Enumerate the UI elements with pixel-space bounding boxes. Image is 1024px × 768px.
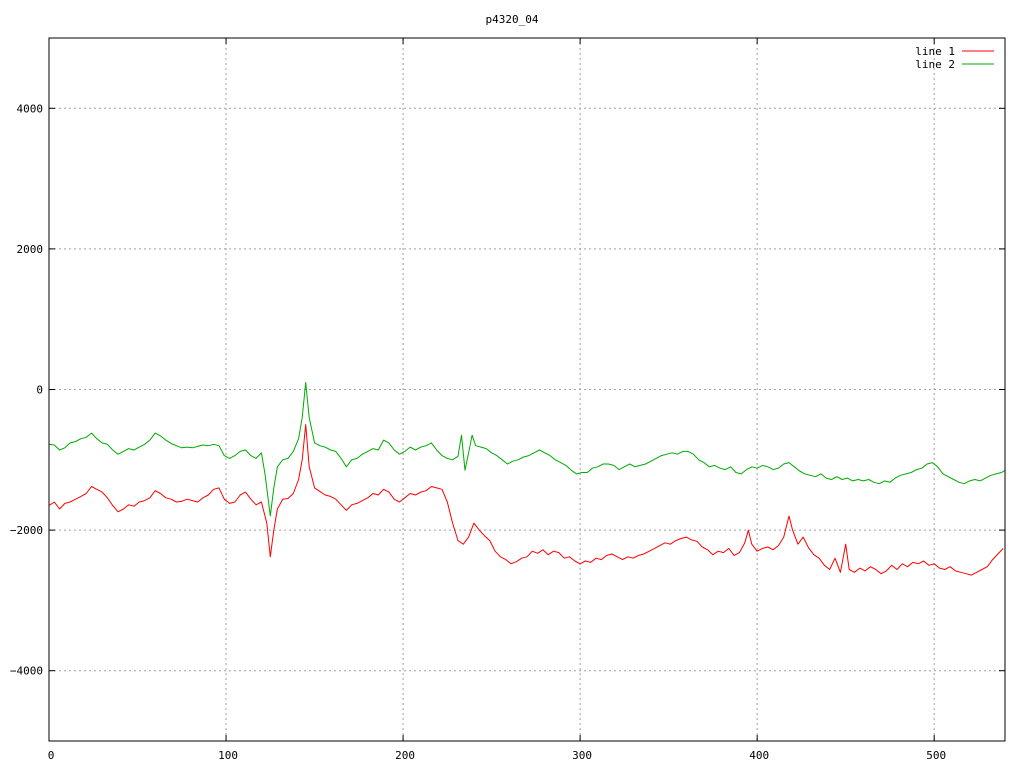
legend-label: line 2	[915, 58, 955, 71]
y-tick-label: −2000	[10, 524, 43, 537]
plot-frame	[48, 37, 1006, 742]
x-tick-label: 100	[218, 749, 238, 762]
y-tick-label: 4000	[17, 102, 44, 115]
series-line-2	[48, 382, 1006, 517]
y-tick-label: −4000	[10, 665, 43, 678]
x-tick-label: 400	[749, 749, 769, 762]
y-tick-label: 2000	[17, 243, 44, 256]
legend-label: line 1	[915, 45, 955, 58]
x-tick-label: 0	[48, 749, 55, 762]
x-tick-label: 500	[926, 749, 946, 762]
series-line-1	[48, 424, 1004, 576]
series-group	[48, 382, 1006, 576]
x-tick-label: 200	[395, 749, 415, 762]
chart-title: p4320_04	[486, 13, 539, 26]
y-tick-label: 0	[36, 384, 43, 397]
x-tick-label: 300	[572, 749, 592, 762]
